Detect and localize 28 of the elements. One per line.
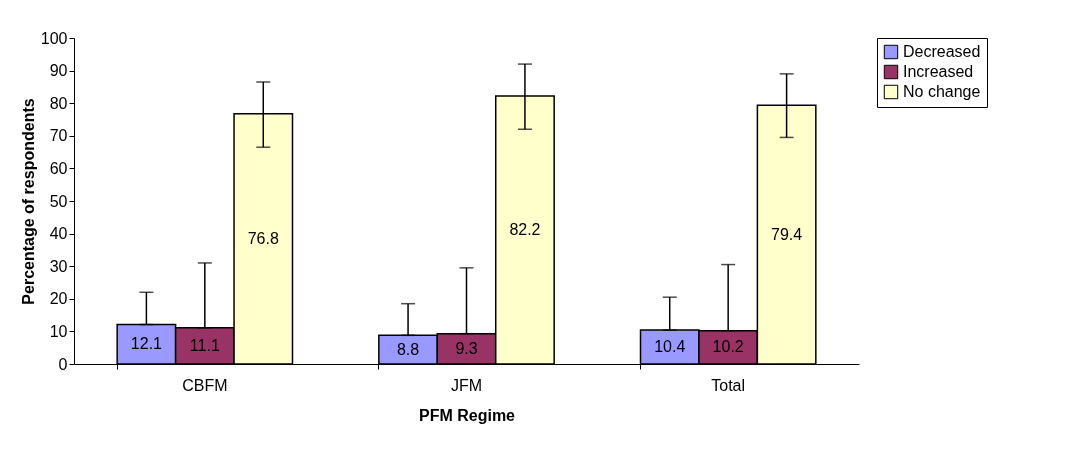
y-tick-label: 20: [49, 290, 68, 308]
data-label: 79.4: [771, 225, 803, 243]
y-tick-label: 50: [49, 192, 68, 210]
legend-label: Decreased: [903, 43, 981, 60]
y-tick-label: 90: [49, 62, 68, 80]
y-tick-label: 70: [49, 127, 68, 145]
y-tick-label: 100: [40, 29, 68, 47]
data-label: 82.2: [509, 221, 541, 239]
y-tick-label: 0: [58, 355, 68, 373]
y-tick-label: 30: [49, 257, 68, 275]
data-label: 11.1: [189, 336, 220, 354]
y-tick-label: 40: [49, 225, 68, 243]
y-tick-label: 10: [49, 322, 68, 340]
x-tick-label: Total: [711, 376, 746, 394]
data-label: 8.8: [396, 340, 420, 358]
y-axis-title: Percentage of respondents: [19, 98, 37, 305]
data-label: 9.3: [455, 339, 478, 357]
data-label: 10.2: [712, 338, 744, 356]
y-tick-label: 60: [49, 159, 68, 177]
data-label: 10.4: [654, 338, 686, 356]
legend-label: No change: [903, 83, 981, 100]
x-axis-title: PFM Regime: [418, 406, 516, 424]
x-tick-label: CBFM: [182, 376, 228, 394]
x-tick-label: JFM: [450, 376, 483, 394]
legend-label: Increased: [903, 63, 974, 80]
data-label: 12.1: [130, 335, 163, 353]
data-label: 76.8: [247, 229, 279, 247]
y-tick-label: 80: [49, 94, 68, 112]
